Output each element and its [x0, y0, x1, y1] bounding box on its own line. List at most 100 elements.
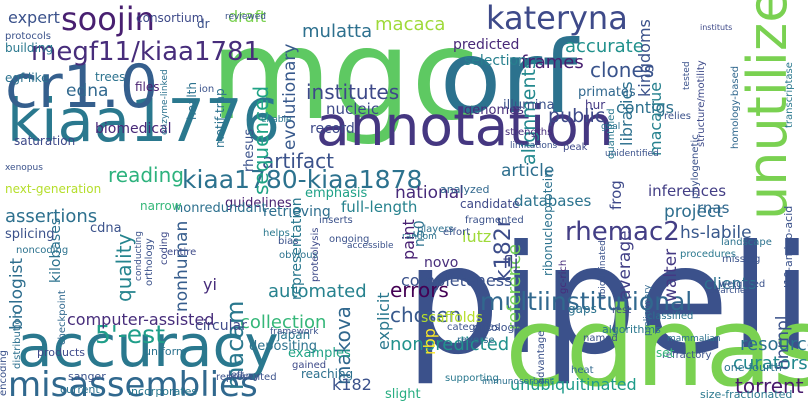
cloud-word: accessible: [347, 241, 394, 251]
cloud-word: random: [402, 232, 437, 242]
cloud-word: macam: [221, 301, 249, 390]
cloud-word: multiinstitutional: [480, 287, 692, 316]
cloud-word: named: [583, 333, 618, 344]
cloud-word: primates: [578, 85, 636, 100]
cloud-word: files: [135, 80, 160, 94]
cloud-word: draft: [228, 7, 266, 26]
cloud-word: hur: [585, 98, 605, 112]
cloud-word: landscape: [721, 237, 772, 248]
cloud-word: pipeline: [405, 214, 808, 388]
cloud-word: k182r: [491, 217, 516, 282]
cloud-word: kateryna: [486, 0, 628, 37]
cloud-word: misassemblies: [8, 365, 258, 404]
cloud-word: ontology: [473, 321, 522, 334]
cloud-word: mammalian: [667, 334, 721, 344]
cloud-word: collection: [240, 312, 326, 333]
cloud-word: strengths: [505, 127, 552, 138]
cloud-word: nonpredicted: [390, 334, 509, 355]
cloud-word: emphasis: [305, 186, 368, 201]
cloud-word: examples: [288, 346, 351, 361]
cloud-word: mulatta: [302, 21, 372, 42]
cloud-word: immunosorbent: [482, 377, 554, 387]
cloud-word: algorithms: [602, 323, 661, 336]
cloud-word: rbp: [420, 328, 439, 355]
cloud-word: megf11/kiaa1781: [31, 37, 260, 67]
cloud-word: enzyme-linked: [160, 69, 170, 135]
cloud-word: one-fourth: [724, 361, 782, 374]
cloud-word: consortium: [136, 11, 203, 25]
cloud-word: uniform: [144, 345, 187, 358]
cloud-word: resource: [740, 334, 808, 355]
cloud-word: accurate: [565, 36, 644, 57]
cloud-word: unidentified: [605, 149, 659, 159]
cloud-word: clients: [704, 274, 756, 293]
cloud-word: analyzed: [440, 183, 490, 196]
cloud-word: candidate: [460, 197, 520, 211]
cloud-word: cdna: [90, 221, 122, 236]
cloud-word: torrent: [735, 374, 804, 398]
cloud-word: computer-assisted: [67, 310, 214, 329]
cloud-word: paint: [399, 219, 418, 260]
cloud-word: clones: [590, 58, 654, 82]
cloud-word: evolutionary: [280, 44, 300, 150]
cloud-word: coding: [159, 232, 170, 265]
cloud-word: mgc: [210, 3, 480, 148]
cloud-word: selection: [464, 53, 527, 69]
cloud-word: completeness: [401, 271, 512, 290]
cloud-word: rnas: [697, 199, 730, 217]
cloud-word: goal: [601, 122, 620, 132]
cloud-word: annotation: [316, 94, 614, 158]
cloud-word: errors: [390, 278, 449, 302]
cloud-word: narrow: [140, 199, 182, 213]
cloud-word: record: [310, 121, 355, 137]
cloud-word: biologist: [7, 258, 27, 330]
cloud-word: rhemac2: [565, 217, 680, 247]
cloud-word: expert: [8, 8, 60, 27]
cloud-word: inferences: [648, 182, 726, 200]
cloud-word: yi: [203, 275, 217, 294]
cloud-word: size-fractionated: [700, 388, 792, 401]
cloud-word: chosen: [390, 303, 461, 327]
cloud-word: unutilized: [736, 0, 799, 220]
cloud-word: set: [656, 346, 675, 360]
cloud-word: players: [417, 224, 454, 235]
cloud-word: reference: [504, 244, 525, 330]
cloud-word: sanger: [68, 370, 106, 383]
cloud-word: representation: [289, 197, 305, 300]
cloud-word: instituts: [700, 23, 732, 32]
cloud-word: xenopus: [5, 163, 43, 173]
cloud-word: k182: [332, 375, 372, 394]
cloud-word: left: [228, 370, 244, 381]
cloud-word: proteolysis: [310, 228, 321, 282]
cloud-word: next-generation: [5, 182, 101, 196]
cloud-word: phylogenetic: [690, 134, 701, 199]
cloud-word: peak: [563, 142, 588, 153]
cloud-word: egf-like: [5, 71, 48, 85]
cloud-word: classified: [647, 311, 693, 322]
cloud-word: dr: [197, 17, 210, 31]
cloud-word: conducting: [134, 231, 144, 281]
cloud-word: databases: [514, 192, 592, 210]
cloud-word: ribonucleoprotein: [541, 170, 555, 276]
cloud-word: preliminary: [643, 284, 653, 336]
cloud-word: motif-trap: [213, 88, 227, 148]
cloud-word: full-length: [341, 198, 417, 216]
cloud-word: noncoding: [16, 245, 68, 256]
cloud-word: scaffolds: [421, 310, 483, 326]
cloud-word: gaps: [568, 302, 597, 316]
cloud-word: cdnas: [505, 283, 808, 404]
cloud-word: homology-based: [730, 66, 741, 149]
cloud-word: advantage: [536, 331, 547, 384]
cloud-word: genomes: [464, 103, 524, 118]
cloud-word: flj: [503, 253, 518, 273]
cloud-word: products: [37, 346, 85, 359]
cloud-word: refractory: [662, 350, 711, 361]
cloud-word: japan: [276, 328, 310, 342]
cloud-word: supporting: [445, 373, 499, 384]
cloud-word: macaca: [375, 14, 445, 35]
cloud-word: rest: [612, 305, 631, 316]
cloud-word: makova: [331, 306, 355, 385]
cloud-word: walter: [661, 249, 681, 302]
cloud-word: quality: [112, 233, 136, 302]
